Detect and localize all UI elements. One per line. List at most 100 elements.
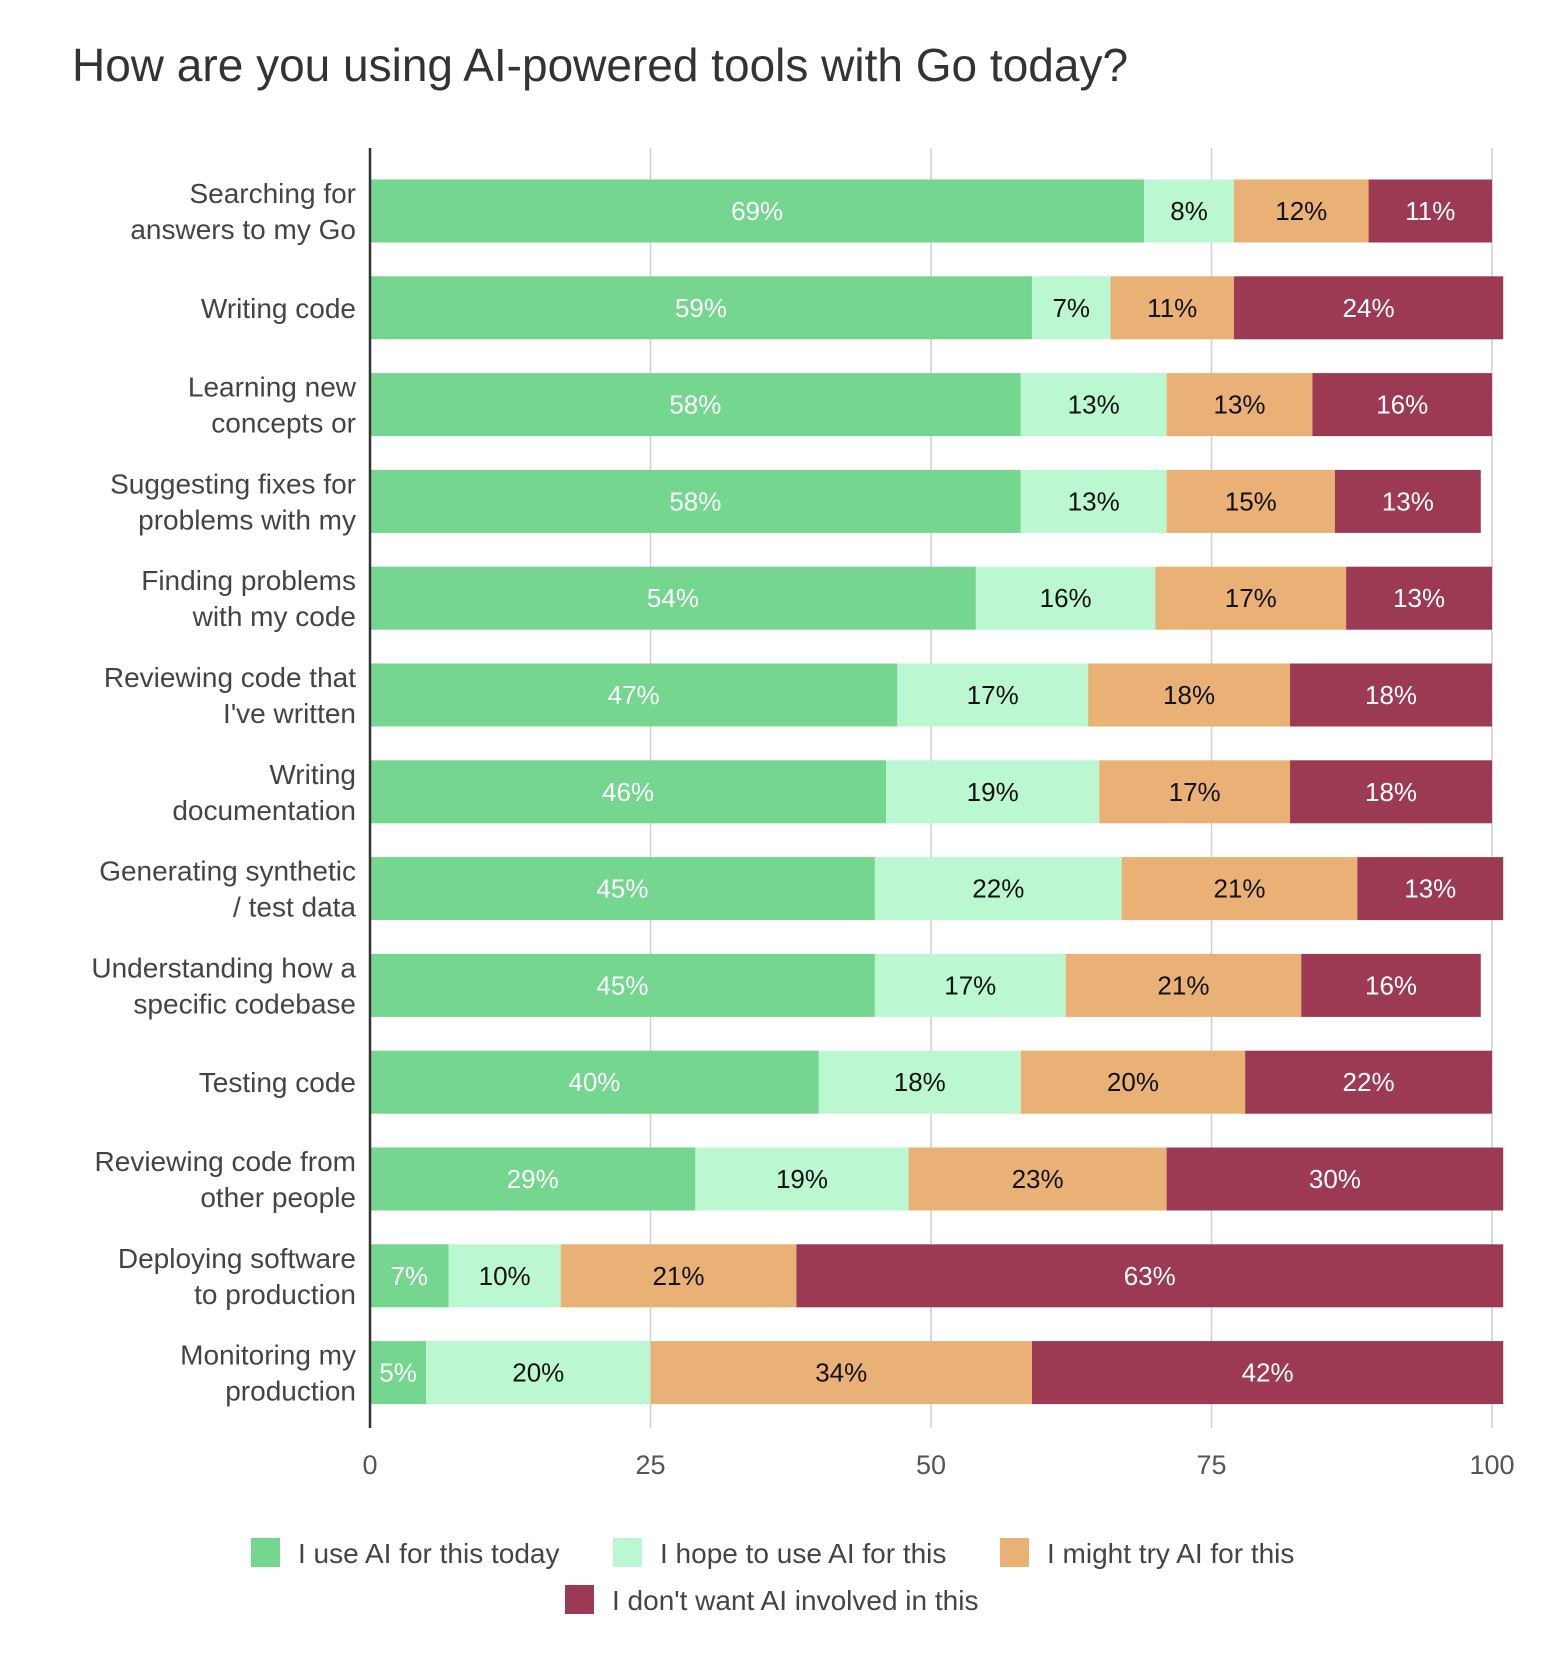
category-label: documentation bbox=[172, 795, 356, 826]
data-label: 21% bbox=[1214, 874, 1266, 904]
category-label: Finding problems bbox=[141, 565, 356, 596]
x-tick-label: 0 bbox=[362, 1450, 377, 1480]
bar-segment bbox=[1346, 566, 1492, 630]
x-tick-label: 100 bbox=[1469, 1450, 1514, 1480]
bar-segment bbox=[1031, 276, 1111, 340]
data-label: 23% bbox=[1012, 1164, 1064, 1194]
data-label: 7% bbox=[1052, 293, 1090, 323]
bar-segment bbox=[1166, 1147, 1504, 1211]
data-label: 59% bbox=[675, 293, 727, 323]
data-label: 47% bbox=[608, 680, 660, 710]
category-label: Deploying software bbox=[118, 1243, 356, 1274]
bar-segment bbox=[370, 1244, 449, 1308]
data-label: 18% bbox=[894, 1067, 946, 1097]
bar-segment bbox=[1155, 566, 1347, 630]
legend-label: I hope to use AI for this bbox=[660, 1538, 946, 1569]
bar-segment bbox=[1290, 663, 1492, 727]
category-label: specific codebase bbox=[133, 988, 356, 1019]
bar-segment bbox=[1233, 276, 1504, 340]
bar-segment bbox=[886, 760, 1100, 824]
data-label: 13% bbox=[1393, 583, 1445, 613]
bar-segment bbox=[818, 1050, 1021, 1114]
data-label: 20% bbox=[1107, 1067, 1159, 1097]
bar-segment bbox=[1312, 373, 1492, 437]
data-label: 16% bbox=[1365, 970, 1417, 1000]
data-label: 45% bbox=[596, 970, 648, 1000]
data-label: 40% bbox=[568, 1067, 620, 1097]
data-label: 34% bbox=[815, 1358, 867, 1388]
bar-segment bbox=[1245, 1050, 1492, 1114]
bar-segment bbox=[560, 1244, 797, 1308]
category-label: Reviewing code from bbox=[95, 1146, 356, 1177]
data-label: 15% bbox=[1225, 486, 1277, 516]
data-label: 18% bbox=[1365, 680, 1417, 710]
category-label: Understanding how a bbox=[91, 952, 356, 983]
data-label: 13% bbox=[1068, 390, 1120, 420]
category-label: problems with my bbox=[138, 504, 356, 535]
data-label: 17% bbox=[944, 970, 996, 1000]
bar-segment bbox=[1357, 857, 1504, 921]
category-label: with my code bbox=[192, 601, 356, 632]
bar-segment bbox=[975, 566, 1156, 630]
data-label: 30% bbox=[1309, 1164, 1361, 1194]
data-label: 11% bbox=[1405, 196, 1455, 226]
category-label: other people bbox=[200, 1182, 356, 1213]
bar-segment bbox=[1110, 276, 1234, 340]
bar-segment bbox=[370, 1050, 819, 1114]
bar-segment bbox=[1088, 663, 1291, 727]
bar-segment bbox=[1368, 179, 1492, 243]
bar-segment bbox=[1121, 857, 1358, 921]
x-tick-label: 75 bbox=[1196, 1450, 1226, 1480]
bar-segment bbox=[1166, 469, 1335, 533]
bar-segment bbox=[1020, 1050, 1246, 1114]
bar-segment bbox=[370, 953, 875, 1017]
bar-segment bbox=[1301, 953, 1481, 1017]
legend-swatch bbox=[1000, 1538, 1029, 1567]
category-label: / test data bbox=[233, 892, 356, 923]
category-label: concepts or bbox=[211, 408, 356, 439]
legend-label: I use AI for this today bbox=[298, 1538, 559, 1569]
bar-segment bbox=[370, 760, 887, 824]
data-label: 22% bbox=[1343, 1067, 1395, 1097]
bar-segment bbox=[370, 469, 1021, 533]
bar-segment bbox=[448, 1244, 561, 1308]
data-label: 16% bbox=[1040, 583, 1092, 613]
bar-segment bbox=[874, 953, 1066, 1017]
data-label: 13% bbox=[1382, 486, 1434, 516]
data-label: 20% bbox=[512, 1358, 564, 1388]
data-label: 13% bbox=[1068, 486, 1120, 516]
bar-segment bbox=[370, 276, 1032, 340]
x-tick-label: 50 bbox=[916, 1450, 946, 1480]
bar-segment bbox=[1233, 179, 1369, 243]
data-label: 21% bbox=[653, 1261, 705, 1291]
bar-segment bbox=[1290, 760, 1492, 824]
bar-segment bbox=[908, 1147, 1167, 1211]
data-label: 58% bbox=[669, 390, 721, 420]
bar-segment bbox=[1020, 469, 1167, 533]
category-label: Writing bbox=[269, 759, 356, 790]
category-label: Searching for bbox=[189, 178, 356, 209]
bar-segment bbox=[650, 1341, 1032, 1405]
bar-segment bbox=[1031, 1341, 1504, 1405]
legend-label: I don't want AI involved in this bbox=[612, 1585, 978, 1616]
category-label: Monitoring my bbox=[180, 1340, 356, 1371]
data-label: 21% bbox=[1157, 970, 1209, 1000]
data-label: 29% bbox=[507, 1164, 559, 1194]
bar-segment bbox=[874, 857, 1122, 921]
data-label: 10% bbox=[479, 1261, 531, 1291]
data-label: 17% bbox=[1225, 583, 1277, 613]
bar-segment bbox=[1020, 373, 1167, 437]
data-label: 16% bbox=[1376, 390, 1428, 420]
data-label: 5% bbox=[379, 1358, 417, 1388]
data-label: 46% bbox=[602, 777, 654, 807]
data-label: 22% bbox=[972, 874, 1024, 904]
category-label: Reviewing code that bbox=[104, 662, 356, 693]
category-label: Writing code bbox=[201, 293, 356, 324]
data-label: 19% bbox=[776, 1164, 828, 1194]
legend-swatch bbox=[565, 1585, 594, 1614]
bar-segment bbox=[370, 373, 1021, 437]
x-tick-label: 25 bbox=[635, 1450, 665, 1480]
data-label: 12% bbox=[1275, 196, 1327, 226]
data-label: 17% bbox=[967, 680, 1019, 710]
